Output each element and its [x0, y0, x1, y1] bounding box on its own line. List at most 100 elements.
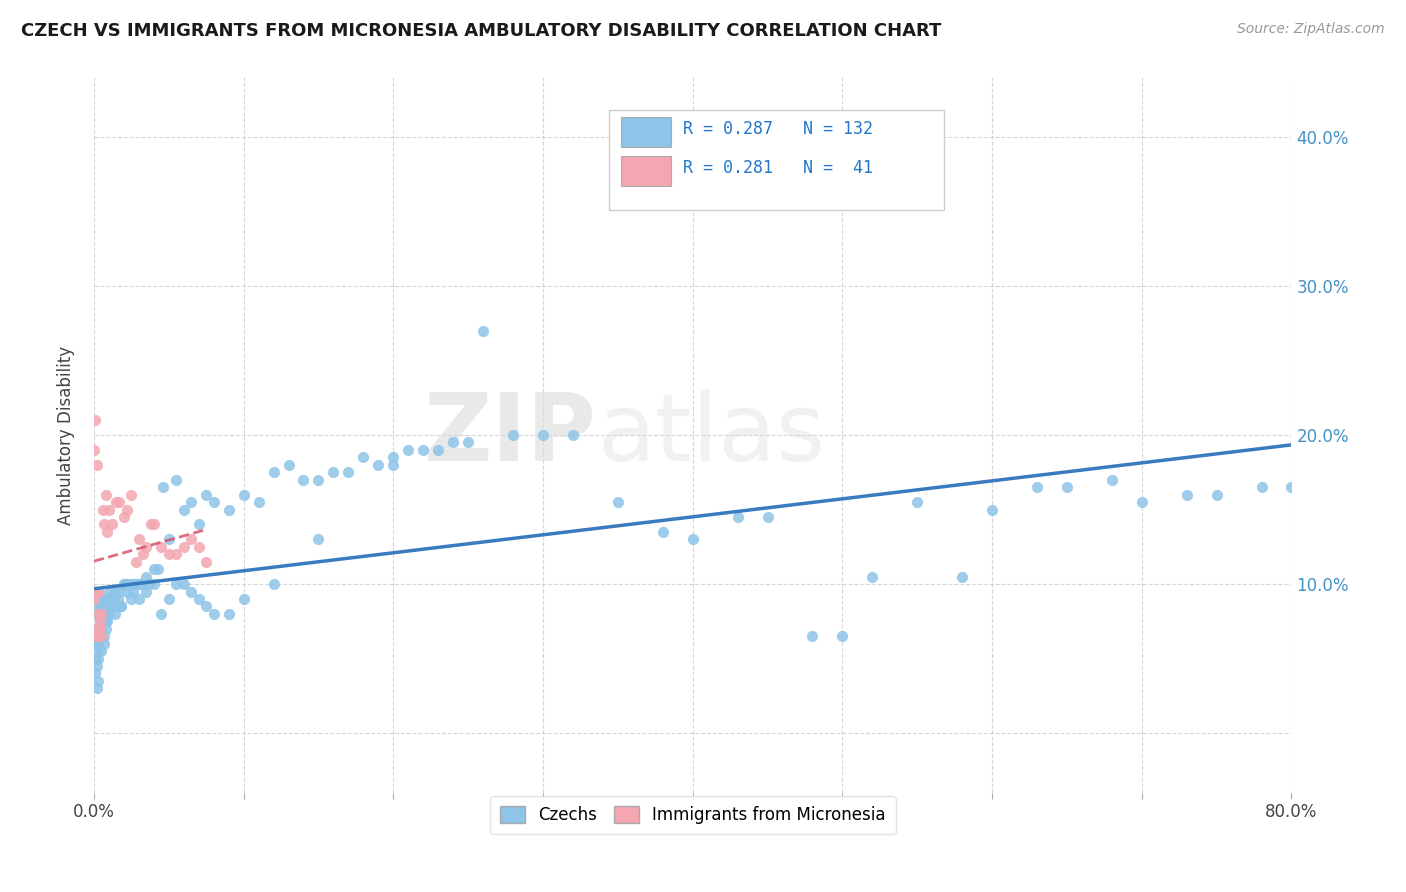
Point: [218, 502, 240, 516]
Point: [651, 524, 673, 539]
Point: [1281, 480, 1303, 494]
Point: [87, 651, 110, 665]
Text: R = 0.287   N = 132: R = 0.287 N = 132: [683, 120, 873, 138]
Point: [128, 591, 150, 606]
Point: [441, 435, 464, 450]
Point: [180, 495, 202, 509]
Point: [502, 428, 524, 442]
Point: [561, 428, 583, 442]
Point: [308, 473, 330, 487]
Point: [86, 458, 108, 472]
FancyBboxPatch shape: [609, 110, 945, 210]
Point: [173, 540, 195, 554]
Text: CZECH VS IMMIGRANTS FROM MICRONESIA AMBULATORY DISABILITY CORRELATION CHART: CZECH VS IMMIGRANTS FROM MICRONESIA AMBU…: [21, 22, 942, 40]
Point: [93, 607, 115, 621]
Text: Source: ZipAtlas.com: Source: ZipAtlas.com: [1237, 22, 1385, 37]
Point: [86, 607, 108, 621]
Point: [87, 584, 110, 599]
Point: [125, 577, 148, 591]
Point: [150, 540, 173, 554]
Point: [277, 458, 299, 472]
Point: [96, 524, 118, 539]
Point: [90, 607, 112, 621]
Point: [173, 502, 195, 516]
Point: [756, 510, 779, 524]
Point: [457, 435, 479, 450]
Point: [187, 591, 209, 606]
Point: [727, 510, 749, 524]
Point: [382, 450, 405, 465]
Point: [105, 599, 128, 614]
Point: [135, 540, 157, 554]
Point: [103, 591, 125, 606]
Point: [108, 495, 131, 509]
Point: [110, 599, 132, 614]
Point: [101, 517, 124, 532]
Point: [86, 681, 108, 696]
Point: [1056, 480, 1078, 494]
Point: [83, 622, 105, 636]
Point: [107, 591, 129, 606]
Point: [96, 607, 118, 621]
Point: [89, 615, 111, 629]
Point: [94, 622, 117, 636]
Point: [128, 533, 150, 547]
Point: [195, 555, 218, 569]
Point: [124, 577, 146, 591]
Point: [981, 502, 1004, 516]
Text: ZIP: ZIP: [425, 389, 598, 481]
Point: [308, 533, 330, 547]
Point: [352, 450, 374, 465]
Point: [142, 577, 165, 591]
Point: [531, 428, 554, 442]
Point: [90, 607, 112, 621]
Point: [115, 502, 138, 516]
Point: [263, 577, 285, 591]
Point: [173, 577, 195, 591]
Point: [382, 458, 405, 472]
Point: [121, 584, 143, 599]
Point: [83, 591, 105, 606]
Point: [472, 324, 495, 338]
Point: [87, 607, 110, 621]
Text: atlas: atlas: [598, 389, 825, 481]
Point: [96, 615, 118, 629]
Point: [91, 607, 114, 621]
Point: [84, 651, 107, 665]
Point: [91, 615, 114, 629]
Point: [97, 502, 120, 516]
Point: [1205, 488, 1227, 502]
Point: [135, 569, 157, 583]
Point: [1101, 473, 1123, 487]
Point: [87, 607, 110, 621]
Point: [142, 562, 165, 576]
Point: [114, 577, 136, 591]
Point: [1250, 480, 1272, 494]
Point: [1130, 495, 1153, 509]
Point: [87, 673, 110, 688]
Point: [396, 442, 419, 457]
Point: [83, 442, 105, 457]
Point: [104, 607, 127, 621]
Point: [89, 622, 111, 636]
Point: [120, 577, 142, 591]
Point: [93, 629, 115, 643]
Point: [115, 584, 138, 599]
Point: [86, 644, 108, 658]
Point: [831, 629, 853, 643]
Point: [90, 599, 112, 614]
Text: R = 0.281   N =  41: R = 0.281 N = 41: [683, 160, 873, 178]
Point: [1175, 488, 1198, 502]
Point: [87, 584, 110, 599]
Point: [89, 591, 111, 606]
Point: [101, 599, 124, 614]
Point: [157, 547, 180, 561]
Point: [142, 517, 165, 532]
Point: [120, 591, 142, 606]
Point: [86, 622, 108, 636]
Point: [86, 659, 108, 673]
Point: [84, 629, 107, 643]
Point: [89, 615, 111, 629]
Point: [87, 637, 110, 651]
Point: [139, 517, 162, 532]
